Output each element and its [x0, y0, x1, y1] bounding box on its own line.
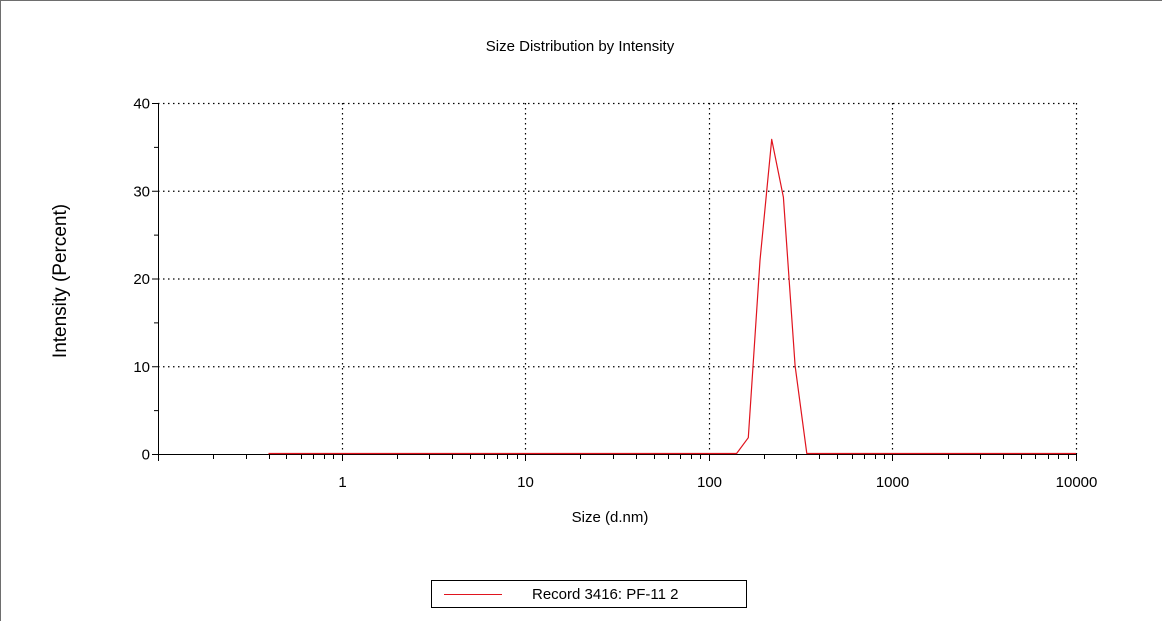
grid — [158, 102, 1078, 454]
axes — [158, 103, 1076, 455]
chart-title: Size Distribution by Intensity — [486, 38, 675, 55]
ticks — [152, 103, 1077, 461]
legend: Record 3416: PF-11 2 — [431, 580, 747, 608]
legend-label: Record 3416: PF-11 2 — [532, 586, 679, 603]
x-tick-label: 10000 — [1056, 474, 1098, 491]
legend-swatch — [444, 594, 502, 595]
y-tick-label: 40 — [133, 96, 150, 113]
y-tick-label: 10 — [133, 359, 150, 376]
x-tick-label: 100 — [697, 474, 722, 491]
series-layer — [268, 138, 1076, 455]
y-tick-label: 30 — [133, 183, 150, 200]
y-tick-label: 20 — [133, 271, 150, 288]
x-axis-title: Size (d.nm) — [572, 509, 649, 526]
y-axis-title: Intensity (Percent) — [50, 204, 71, 358]
x-tick-label: 1 — [338, 474, 346, 491]
x-tick-label: 10 — [517, 474, 534, 491]
tick-labels: 0 10 20 30 40 1 10 100 1000 10000 — [133, 96, 1097, 492]
y-tick-label: 0 — [142, 447, 150, 464]
series-line — [268, 138, 1076, 455]
x-tick-label: 1000 — [876, 474, 909, 491]
